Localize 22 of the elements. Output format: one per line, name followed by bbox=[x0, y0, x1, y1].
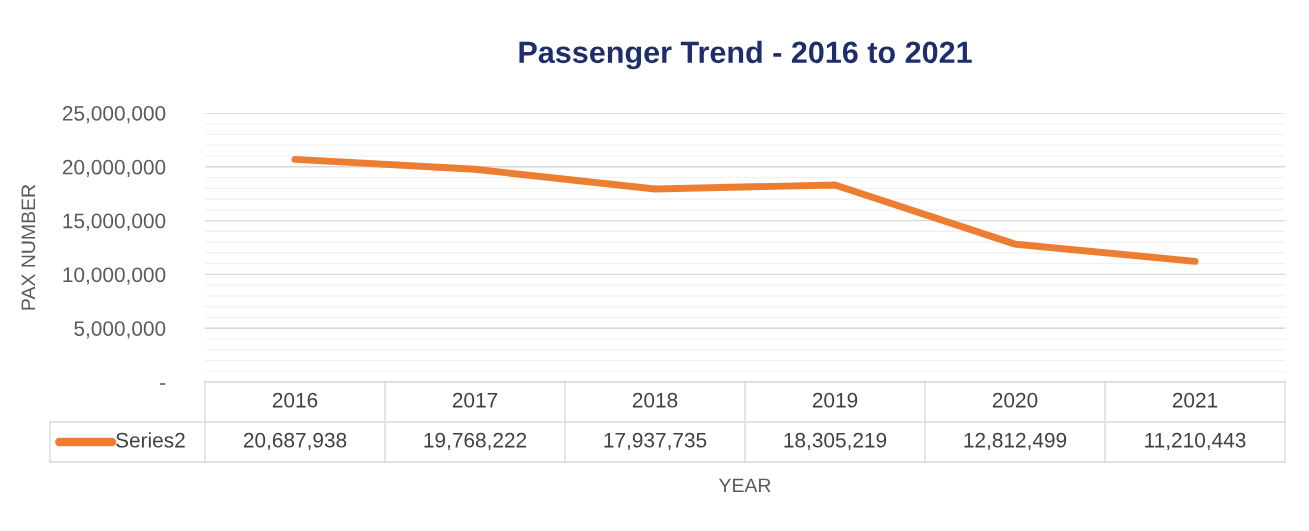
legend-label: Series2 bbox=[116, 432, 185, 448]
data-label: 19,768,222 bbox=[424, 432, 527, 451]
y-axis-title: PAX NUMBER bbox=[21, 184, 36, 310]
x-tick-label: 2016 bbox=[272, 392, 318, 408]
y-tick-label: 20,000,000 bbox=[62, 159, 166, 178]
data-label: 12,812,499 bbox=[964, 432, 1067, 451]
data-label: 20,687,938 bbox=[243, 432, 347, 451]
y-tick-label: 25,000,000 bbox=[62, 106, 166, 124]
x-tick-label: 2020 bbox=[992, 392, 1038, 408]
y-tick-label: 5,000,000 bbox=[74, 321, 166, 339]
y-tick-label: 15,000,000 bbox=[63, 213, 166, 231]
y-tick-label: - bbox=[160, 383, 166, 385]
data-label: 17,937,735 bbox=[604, 432, 707, 451]
x-tick-label: 2021 bbox=[1172, 392, 1218, 408]
chart-title: Passenger Trend - 2016 to 2021 bbox=[519, 40, 972, 70]
x-tick-label: 2018 bbox=[632, 392, 678, 408]
x-tick-label: 2019 bbox=[812, 392, 858, 408]
y-tick-label: 10,000,000 bbox=[63, 267, 166, 285]
data-label: 11,210,443 bbox=[1145, 432, 1246, 451]
x-tick-label: 2017 bbox=[452, 392, 498, 408]
data-label: 18,305,219 bbox=[784, 432, 887, 451]
x-axis-title: YEAR bbox=[718, 478, 771, 493]
